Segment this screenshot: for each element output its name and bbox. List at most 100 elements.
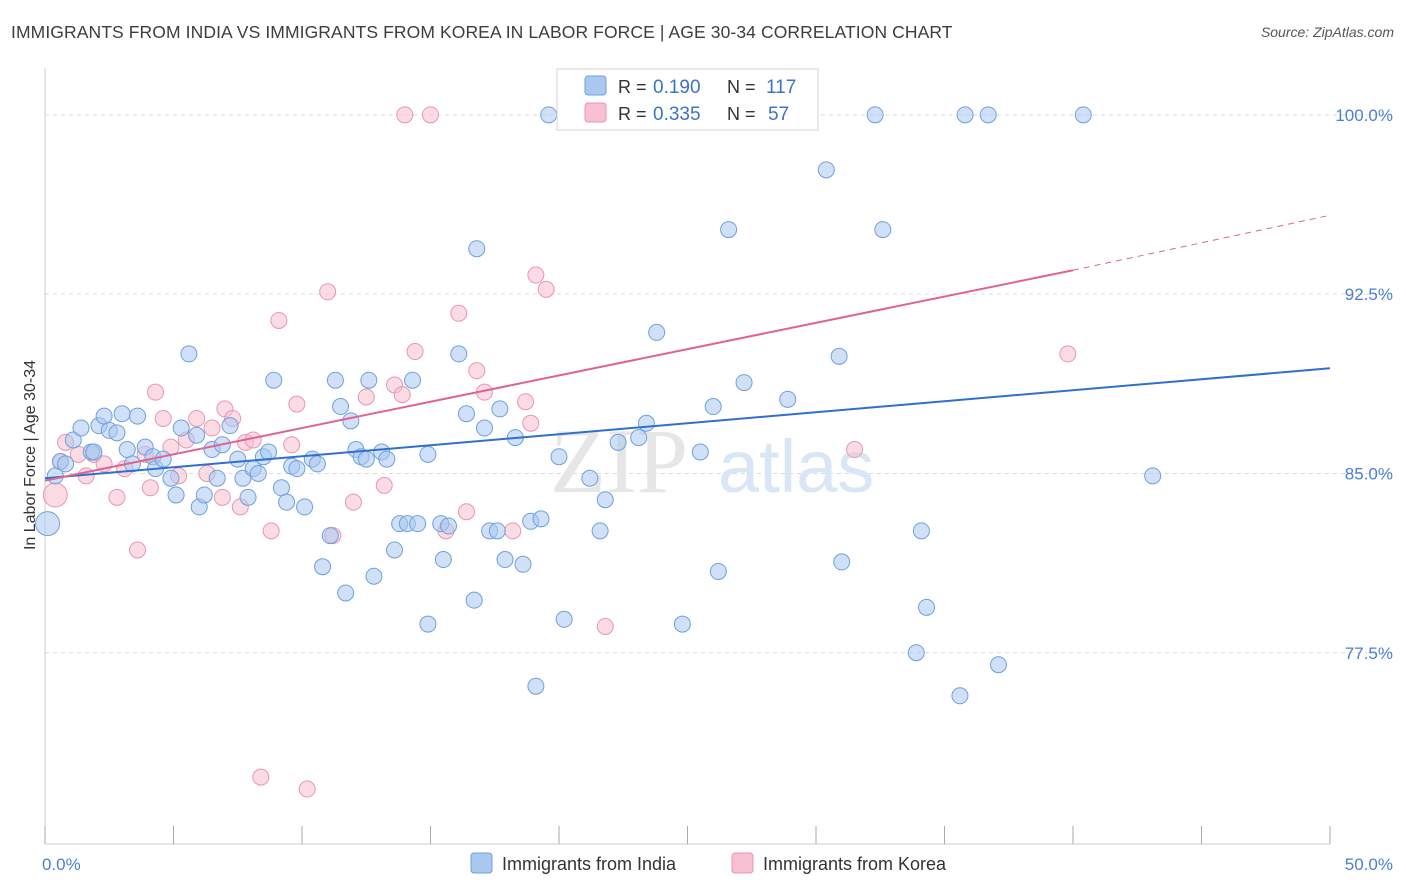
india-point [457, 405, 475, 423]
stats-legend: R = 0.190 N = 117 R = 0.335 N = 57 [556, 68, 819, 131]
legend-korea-r-value: 0.335 [653, 104, 701, 125]
india-point [419, 615, 437, 633]
india-point [874, 221, 892, 239]
india-point [357, 450, 375, 468]
india-point [704, 398, 722, 416]
trend-lines [44, 214, 1331, 482]
korea-point [213, 488, 231, 506]
legend-india-label: Immigrants from India [502, 854, 677, 874]
gridlines [45, 114, 1392, 654]
korea-point [450, 304, 468, 322]
india-point [540, 106, 558, 124]
korea-point [457, 503, 475, 521]
india-point [278, 493, 296, 511]
korea-point [596, 617, 614, 635]
korea-point [468, 362, 486, 380]
source-credit: Source: ZipAtlas.com [1260, 24, 1394, 40]
india-point [332, 398, 350, 416]
india-point [265, 371, 283, 389]
india-point [239, 488, 257, 506]
india-point [527, 677, 545, 695]
india-point [488, 522, 506, 540]
india-point [180, 345, 198, 363]
india-point [272, 479, 290, 497]
legend-korea-r-label: R = [618, 104, 647, 124]
india-point [951, 687, 969, 705]
india-point [817, 161, 835, 179]
korea-point [319, 283, 337, 301]
india-point [342, 412, 360, 430]
india-point [709, 562, 727, 580]
india-point [404, 371, 422, 389]
korea-point [537, 280, 555, 298]
india-point [979, 106, 997, 124]
korea-point [147, 383, 165, 401]
x-tick-label-max: 50.0% [1345, 855, 1393, 874]
india-point [735, 374, 753, 392]
korea-point [270, 311, 288, 329]
korea-point [252, 768, 270, 786]
india-point [221, 417, 239, 435]
india-point [260, 443, 278, 461]
india-point [468, 240, 486, 258]
series-legend: Immigrants from India Immigrants from Ko… [470, 852, 947, 874]
y-tick-label: 77.5% [1345, 644, 1393, 663]
india-point [195, 486, 213, 504]
india-point [465, 591, 483, 609]
korea-point [422, 106, 439, 124]
india-point [434, 551, 452, 569]
korea-point [141, 479, 159, 497]
chart-title: IMMIGRANTS FROM INDIA VS IMMIGRANTS FROM… [11, 22, 953, 42]
india-point [609, 433, 627, 451]
india-point [229, 450, 247, 468]
korea-point [357, 388, 375, 406]
legend-india-r-label: R = [618, 77, 647, 97]
korea-point [344, 493, 362, 511]
x-tick-label-min: 0.0% [42, 855, 81, 874]
india-point [57, 455, 75, 473]
india-point [85, 443, 103, 461]
legend-korea-swatch [584, 102, 607, 123]
korea-point [298, 780, 316, 798]
india-point [830, 347, 848, 365]
legend-india-swatch [584, 75, 607, 96]
india-point [630, 429, 648, 447]
india-point [321, 527, 339, 545]
korea-point [262, 522, 280, 540]
korea-point [396, 106, 414, 124]
korea-point [129, 541, 147, 559]
india-point [439, 517, 457, 535]
india-point [386, 541, 404, 559]
watermark-atlas: atlas [718, 425, 874, 508]
korea-point [42, 482, 68, 508]
india-point [360, 371, 378, 389]
legend-korea-n-label: N = [727, 104, 756, 124]
legend-india-r-value: 0.190 [653, 77, 701, 98]
india-point [1074, 106, 1092, 124]
india-point [249, 464, 267, 482]
india-point [720, 221, 738, 239]
y-tick-label: 85.0% [1345, 464, 1393, 483]
india-points [35, 106, 1162, 705]
legend-india-marker [470, 852, 493, 874]
india-point [907, 644, 925, 662]
korea-point [504, 522, 522, 540]
india-point [162, 469, 180, 487]
india-point [188, 426, 206, 444]
india-point [288, 460, 306, 478]
india-point [108, 424, 126, 442]
legend-india-n-value: 117 [766, 77, 796, 98]
axes [44, 68, 1331, 845]
x-tick-labels: 0.0% 50.0% [42, 855, 1393, 874]
india-point [866, 106, 884, 124]
india-trend-line [44, 367, 1331, 480]
watermark: ZIP atlas [550, 410, 874, 512]
korea-point [108, 488, 126, 506]
india-point [596, 491, 614, 509]
india-point [550, 448, 568, 466]
india-point [172, 419, 190, 437]
india-point [496, 551, 514, 569]
india-point [450, 345, 468, 363]
korea-point [846, 441, 864, 459]
